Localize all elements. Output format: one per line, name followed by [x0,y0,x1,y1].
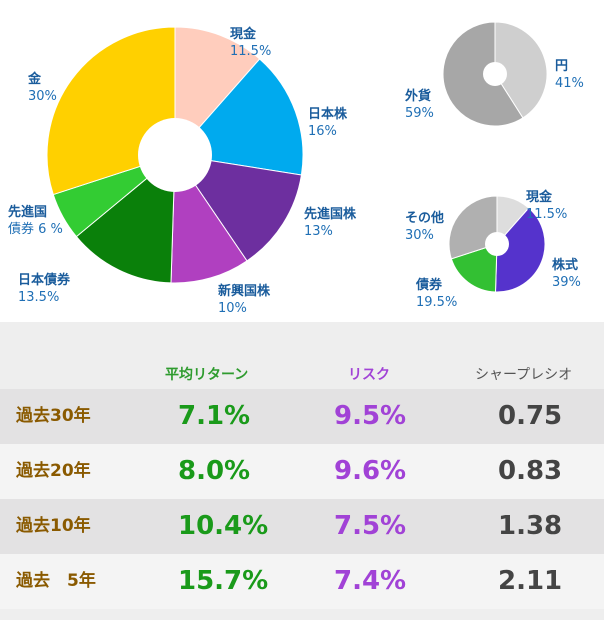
slice-label: 金 30% [27,71,57,104]
risk-value: 7.4% [334,566,407,596]
risk-value: 9.6% [334,456,407,486]
slice-label: 現金 11.5% [526,189,567,222]
sharpe-value: 0.75 [498,401,563,431]
pie-slice [442,21,524,127]
return-value: 8.0% [178,456,251,486]
sharpe-value: 2.11 [498,566,563,596]
slice-label: 先進国債券 6 % [8,204,63,237]
pie-slice [448,195,498,260]
return-value: 7.1% [178,401,251,431]
pie-chart-2: 現金 11.5% 株式 39% 債券 19.5% その他 30% [405,189,581,310]
sharpe-value: 1.38 [498,511,563,541]
slice-label: 円 41% [555,59,584,91]
table-row: 過去30年 7.1% 9.5% 0.75 [0,389,604,444]
slice-label: 外貨 59% [404,88,434,121]
pie-hole [138,118,212,192]
pie-hole [483,62,507,86]
pie-chart-1: 円 41% 外貨 59% [404,21,584,127]
main-allocation-pie: 現金 11.5% 日本株 16% 先進国株 13% 新興国株 10% 日本債券 13.5% 先進国債… [8,21,584,316]
period-label: 過去30年 [16,406,91,426]
slice-label: 先進国株 13% [304,206,357,239]
column-header-sharpe: シャープレシオ [475,367,573,383]
pie-slice [174,26,261,157]
pie-slice [450,243,498,293]
slice-label: 日本株 16% [308,106,348,139]
table-row: 過去10年 10.4% 7.5% 1.38 [0,499,604,554]
table-row: 過去20年 8.0% 9.6% 0.83 [0,444,604,499]
performance-table: 平均リターン リスク シャープレシオ 過去30年 7.1% 9.5% 0.75 … [0,322,604,620]
column-header-risk: リスク [348,367,390,383]
pie-chart-0: 現金 11.5% 日本株 16% 先進国株 13% 新興国株 10% 日本債券 13.5% 先進国債… [8,26,357,316]
pie-slice [494,207,546,293]
slice-label: 株式 39% [552,257,581,290]
column-header-return: 平均リターン [165,367,249,383]
risk-value: 9.5% [334,401,407,431]
period-label: 過去10年 [16,516,91,536]
slice-label: 現金 11.5% [230,26,271,59]
slice-label: 債券 19.5% [415,277,457,310]
return-value: 15.7% [178,566,269,596]
slice-label: その他 30% [405,210,444,243]
pie-slice [173,154,302,262]
period-label: 過去 5年 [16,571,96,591]
pie-hole [485,232,509,256]
sharpe-value: 0.83 [498,456,563,486]
return-value: 10.4% [178,511,269,541]
allocation-charts: 現金 11.5% 日本株 16% 先進国株 13% 新興国株 10% 日本債券 13.5% 先進国債… [8,21,584,316]
risk-value: 7.5% [334,511,407,541]
slice-label: 日本債券 13.5% [18,272,71,305]
slice-label: 新興国株 10% [218,283,271,316]
table-row: 過去 5年 15.7% 7.4% 2.11 [0,554,604,609]
period-label: 過去20年 [16,461,91,481]
pie-slice [75,153,176,284]
